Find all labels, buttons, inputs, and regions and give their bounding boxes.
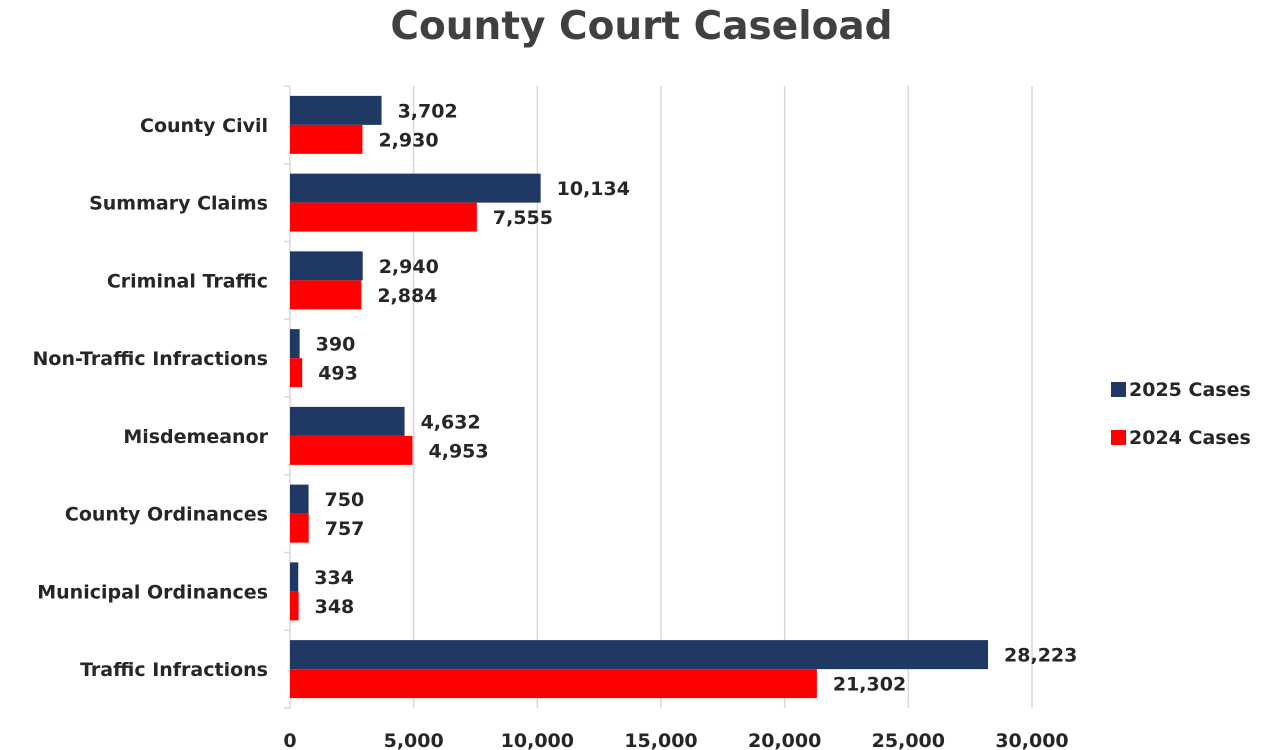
- bar-2024: [290, 591, 299, 621]
- x-tick-label: 20,000: [748, 730, 821, 750]
- data-label: 493: [318, 363, 358, 385]
- x-tick-label: 25,000: [872, 730, 945, 750]
- bar-2024: [290, 358, 303, 388]
- data-label: 390: [316, 334, 356, 356]
- data-label: 757: [325, 518, 365, 540]
- bar-2024: [290, 280, 362, 310]
- bar-2024: [290, 435, 413, 465]
- category-label: Traffic Infractions: [80, 659, 268, 681]
- data-label: 7,555: [493, 207, 553, 229]
- bar-2024: [290, 669, 817, 699]
- data-label: 4,632: [421, 411, 481, 433]
- bar-2025: [290, 640, 989, 670]
- bar-2024: [290, 513, 309, 543]
- bar-2025: [290, 95, 382, 125]
- bar-2025: [290, 329, 300, 359]
- category-label: Non-Traffic Infractions: [32, 348, 268, 370]
- bar-2025: [290, 562, 299, 592]
- data-label: 348: [315, 596, 355, 618]
- category-label: Summary Claims: [89, 193, 268, 215]
- data-label: 4,953: [429, 440, 489, 462]
- category-label: Municipal Ordinances: [37, 581, 268, 603]
- chart-title: County Court Caseload: [390, 4, 893, 49]
- data-label: 3,702: [398, 100, 458, 122]
- x-tick-label: 10,000: [501, 730, 574, 750]
- data-label: 750: [325, 489, 365, 511]
- bar-2024: [290, 202, 477, 232]
- data-label: 2,930: [378, 129, 438, 151]
- category-label: Criminal Traffic: [107, 270, 268, 292]
- data-label: 2,884: [377, 285, 437, 307]
- legend-label: 2025 Cases: [1129, 379, 1251, 401]
- legend-label: 2024 Cases: [1129, 427, 1251, 449]
- data-label: 334: [314, 567, 354, 589]
- bar-2024: [290, 124, 363, 154]
- x-tick-label: 5,000: [384, 730, 444, 750]
- data-label: 10,134: [557, 178, 630, 200]
- category-label: County Ordinances: [65, 504, 268, 526]
- data-label: 21,302: [833, 674, 906, 696]
- data-label: 28,223: [1004, 645, 1077, 667]
- x-tick-label: 15,000: [624, 730, 697, 750]
- category-label: County Civil: [140, 115, 268, 137]
- bar-2025: [290, 173, 541, 203]
- data-label: 2,940: [379, 256, 439, 278]
- category-label: Misdemeanor: [123, 426, 268, 448]
- legend-swatch: [1111, 430, 1126, 445]
- bar-2025: [290, 484, 309, 514]
- legend-swatch: [1111, 382, 1126, 397]
- bar-2025: [290, 251, 363, 281]
- bar-2025: [290, 406, 405, 436]
- x-tick-label: 30,000: [995, 730, 1068, 750]
- x-tick-label: 0: [283, 730, 296, 750]
